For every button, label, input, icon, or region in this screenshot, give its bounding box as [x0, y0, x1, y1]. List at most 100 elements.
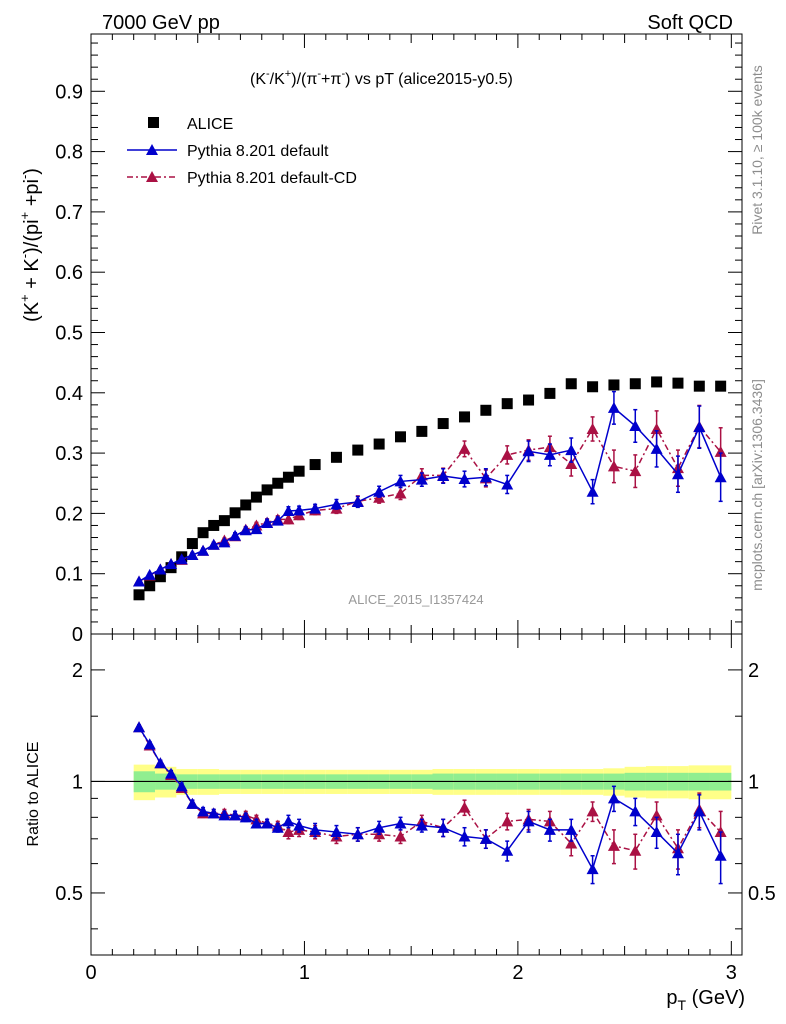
y-label-part: )/(pi	[21, 219, 43, 253]
pythia-default-point	[458, 473, 471, 485]
ratio-pythia-default-point	[693, 805, 706, 817]
main-y-tick-label: 0.4	[55, 383, 83, 405]
ratio-y-tick-label-right: 2	[748, 660, 759, 682]
pythia-default-point	[218, 536, 231, 548]
alice-data-point	[229, 507, 241, 519]
ratio-pythia-default-point	[197, 805, 210, 817]
pythia-default-point	[229, 529, 242, 541]
main-y-tick-label: 0.9	[55, 81, 83, 103]
pythia-default-cd-point	[586, 422, 599, 434]
pythia-default-point	[522, 445, 535, 457]
pythia-default-point	[271, 514, 284, 526]
ratio-pythia-default-point	[671, 847, 684, 859]
alice-data-point	[133, 589, 145, 601]
alice-data-point	[330, 451, 342, 463]
y-label-part: + K	[21, 258, 43, 295]
chart-title-part: +π	[321, 71, 341, 88]
legend-marker-default-cd	[146, 171, 158, 182]
rivet-version-label: Rivet 3.1.10, ≥ 100k events	[749, 65, 765, 235]
pythia-default-point	[607, 401, 620, 413]
ratio-pythia-default-point	[175, 780, 188, 792]
ratio-pythia-default-point	[218, 809, 231, 821]
ratio-series-layer	[133, 721, 727, 885]
alice-data-point	[672, 377, 684, 389]
ratio-x-tick-label: 1	[299, 962, 310, 984]
ratio-pythia-default-point	[479, 832, 492, 844]
ratio-pythia-default-cd-point	[565, 837, 578, 849]
pythia-default-point	[186, 549, 199, 561]
pythia-default-point	[239, 524, 252, 536]
pythia-default-point	[197, 544, 210, 556]
ratio-pythia-default-cd-point	[650, 809, 663, 821]
main-y-tick-label: 0.5	[55, 322, 83, 344]
pythia-default-point	[175, 553, 188, 565]
analysis-watermark: ALICE_2015_I1357424	[348, 592, 483, 607]
ratio-pythia-default-point	[629, 805, 642, 817]
x-axis-label: pT (GeV)	[666, 987, 745, 1013]
ratio-pythia-default-point	[373, 821, 386, 833]
chart-title-part: (K	[250, 71, 266, 88]
pythia-default-point	[373, 485, 386, 497]
alice-data-point	[480, 404, 492, 416]
ratio-y-tick-label-right: 0.5	[748, 883, 776, 905]
pythia-default-point	[309, 502, 322, 514]
ratio-pythia-default-point	[501, 844, 514, 856]
main-y-tick-label: 0	[72, 624, 83, 646]
ratio-pythia-default-point	[714, 849, 727, 861]
pythia-default-cd-point	[650, 422, 663, 434]
pythia-default-point	[282, 504, 295, 516]
chart-title-sup: +	[285, 68, 291, 80]
ratio-pythia-default-point	[282, 815, 295, 827]
alice-data-point	[240, 499, 252, 511]
legend-label-alice: ALICE	[187, 116, 233, 133]
alice-data-point	[523, 394, 535, 406]
ratio-pythia-default-point	[437, 821, 450, 833]
legend-marker-default	[146, 144, 158, 155]
alice-data-point	[154, 571, 166, 583]
legend-label-default: Pythia 8.201 default	[187, 143, 329, 160]
ratio-uncertainty-bands	[91, 764, 742, 801]
alice-data-point	[272, 477, 284, 489]
chart-title-part: )/(π	[291, 71, 317, 88]
pythia-default-line	[138, 406, 722, 583]
ratio-panel: 0 1 2 3 0.5 0.5 1 1 2 2	[55, 633, 776, 984]
ratio-pythia-default-point	[607, 792, 620, 804]
pythia-default-point	[437, 470, 450, 482]
alice-data-point	[587, 381, 599, 393]
alice-data-point	[373, 438, 385, 450]
pythia-default-point	[261, 517, 274, 529]
alice-data-point	[565, 378, 577, 390]
header-left-label: 7000 GeV pp	[102, 12, 220, 34]
ratio-pythia-default-point	[351, 828, 364, 840]
ratio-pythia-default-point	[330, 826, 343, 838]
pythia-default-point	[133, 575, 146, 587]
y-label-sup: +	[17, 212, 32, 220]
pythia-default-point	[330, 498, 343, 510]
ratio-pythia-default-point	[165, 767, 178, 779]
ratio-pythia-default-cd-point	[282, 826, 295, 838]
alice-data-point	[250, 491, 262, 503]
alice-data-point	[282, 471, 294, 483]
chart-title-sup: -	[317, 68, 321, 80]
ratio-pythia-default-point	[565, 823, 578, 835]
ratio-pythia-default-point	[250, 817, 263, 829]
ratio-pythia-default-cd-point	[394, 830, 407, 842]
ratio-pythia-default-point	[394, 817, 407, 829]
ratio-pythia-default-point	[133, 721, 146, 733]
ratio-pythia-default-point	[229, 809, 242, 821]
pythia-default-point	[415, 473, 428, 485]
ratio-pythia-default-point	[543, 823, 556, 835]
pythia-default-point	[479, 471, 492, 483]
legend-label-default-cd: Pythia 8.201 default-CD	[187, 170, 357, 187]
chart-title-sup: -	[266, 68, 270, 80]
pythia-default-point	[207, 538, 220, 550]
ratio-pythia-default-point	[186, 797, 199, 809]
pythia-default-point	[650, 442, 663, 454]
ratio-pythia-default-cd-point	[586, 805, 599, 817]
alice-data-point	[293, 465, 305, 477]
pythia-default-cd-line	[138, 425, 722, 583]
alice-data-point	[501, 398, 513, 410]
alice-data-point	[437, 418, 449, 430]
alice-data-point	[208, 519, 220, 531]
main-y-tick-label: 0.6	[55, 262, 83, 284]
